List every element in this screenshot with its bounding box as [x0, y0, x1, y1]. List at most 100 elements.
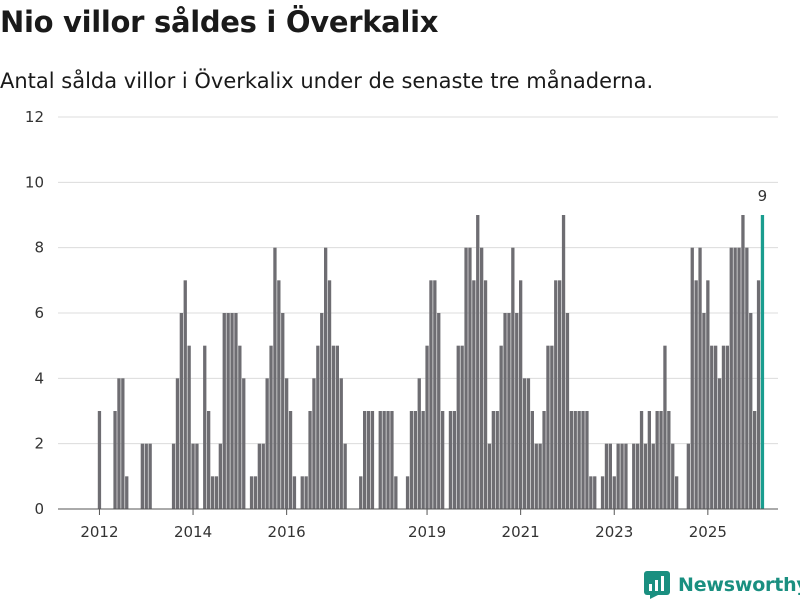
bar — [526, 378, 531, 509]
x-tick-label: 2014 — [174, 523, 212, 541]
bar — [706, 280, 710, 509]
bar — [620, 443, 624, 509]
bar — [179, 313, 183, 509]
bar — [589, 476, 593, 509]
bar — [448, 411, 453, 509]
bar — [452, 411, 456, 509]
bar — [577, 411, 581, 509]
bar — [585, 411, 589, 509]
y-tick-label: 4 — [34, 369, 44, 387]
bar — [363, 411, 367, 509]
bar — [292, 476, 297, 509]
bar — [226, 313, 230, 509]
bar — [327, 280, 332, 509]
labels: 0 2 4 6 8 10 12 2012 2014 2016 2019 2021 2023 2025 9 — [25, 108, 767, 541]
bar — [121, 378, 125, 509]
newsworthy-logo-icon — [644, 571, 670, 599]
bar — [378, 411, 382, 509]
bar — [417, 378, 421, 509]
bar — [483, 280, 488, 509]
bar — [312, 378, 316, 509]
bar — [429, 280, 433, 509]
bar — [300, 476, 304, 509]
bar — [522, 378, 527, 509]
bar — [437, 313, 441, 509]
bar — [698, 247, 702, 510]
x-tick-label: 2025 — [689, 523, 727, 541]
bar — [499, 345, 503, 509]
bar — [515, 313, 519, 509]
bar — [710, 345, 714, 509]
bar — [714, 345, 718, 509]
bar — [538, 443, 542, 509]
bar — [655, 411, 659, 509]
bar — [207, 411, 211, 509]
bar — [210, 476, 215, 509]
bar — [359, 476, 363, 509]
bar — [480, 247, 484, 510]
bar — [171, 443, 176, 509]
bar — [316, 345, 320, 509]
bar — [331, 345, 336, 509]
bar — [721, 345, 726, 509]
bar — [561, 215, 566, 509]
bar — [222, 313, 226, 509]
bar — [581, 411, 585, 509]
bar — [472, 280, 476, 509]
bar — [702, 313, 706, 509]
bar — [335, 345, 339, 509]
bar — [288, 411, 293, 509]
bar — [394, 476, 398, 509]
bar — [191, 443, 195, 509]
bar — [249, 476, 254, 509]
bar — [460, 345, 464, 509]
bar — [370, 411, 375, 509]
y-tick-label: 0 — [34, 500, 44, 518]
bar — [218, 443, 222, 509]
bar — [546, 345, 550, 509]
bar — [745, 247, 749, 510]
bar — [624, 443, 628, 509]
x-tick-label: 2021 — [502, 523, 540, 541]
bar — [382, 411, 386, 509]
bar — [604, 443, 609, 509]
bar — [203, 345, 207, 509]
bar — [324, 247, 328, 510]
bar — [281, 313, 285, 509]
bar — [511, 247, 515, 510]
chart-title: Nio villor såldes i Överkalix — [0, 5, 439, 39]
y-tick-label: 12 — [25, 108, 44, 126]
bar — [530, 411, 534, 509]
bar — [647, 411, 651, 509]
bar — [717, 378, 722, 509]
bar — [503, 313, 507, 509]
bar — [343, 443, 347, 509]
bar — [507, 313, 511, 509]
bar — [413, 411, 417, 509]
bar — [659, 411, 663, 509]
bar — [144, 443, 148, 509]
bar — [632, 443, 636, 509]
bar — [425, 345, 429, 509]
bar — [569, 411, 573, 509]
bar — [456, 345, 460, 509]
bar — [639, 411, 644, 509]
bar — [320, 313, 324, 509]
bar — [234, 313, 238, 509]
bar — [534, 443, 538, 509]
axes — [58, 508, 778, 515]
bar — [441, 411, 445, 509]
chart-subtitle: Antal sålda villor i Överkalix under de … — [0, 69, 654, 93]
bar — [238, 345, 242, 509]
bar — [573, 411, 577, 509]
bar — [565, 313, 570, 509]
brand-logo[interactable]: Newsworthy — [644, 568, 800, 602]
bar — [140, 443, 144, 509]
bar — [261, 443, 265, 509]
bar — [491, 411, 495, 509]
bar — [643, 443, 648, 509]
bar — [273, 247, 277, 510]
bar — [269, 345, 273, 509]
bar — [636, 443, 640, 509]
